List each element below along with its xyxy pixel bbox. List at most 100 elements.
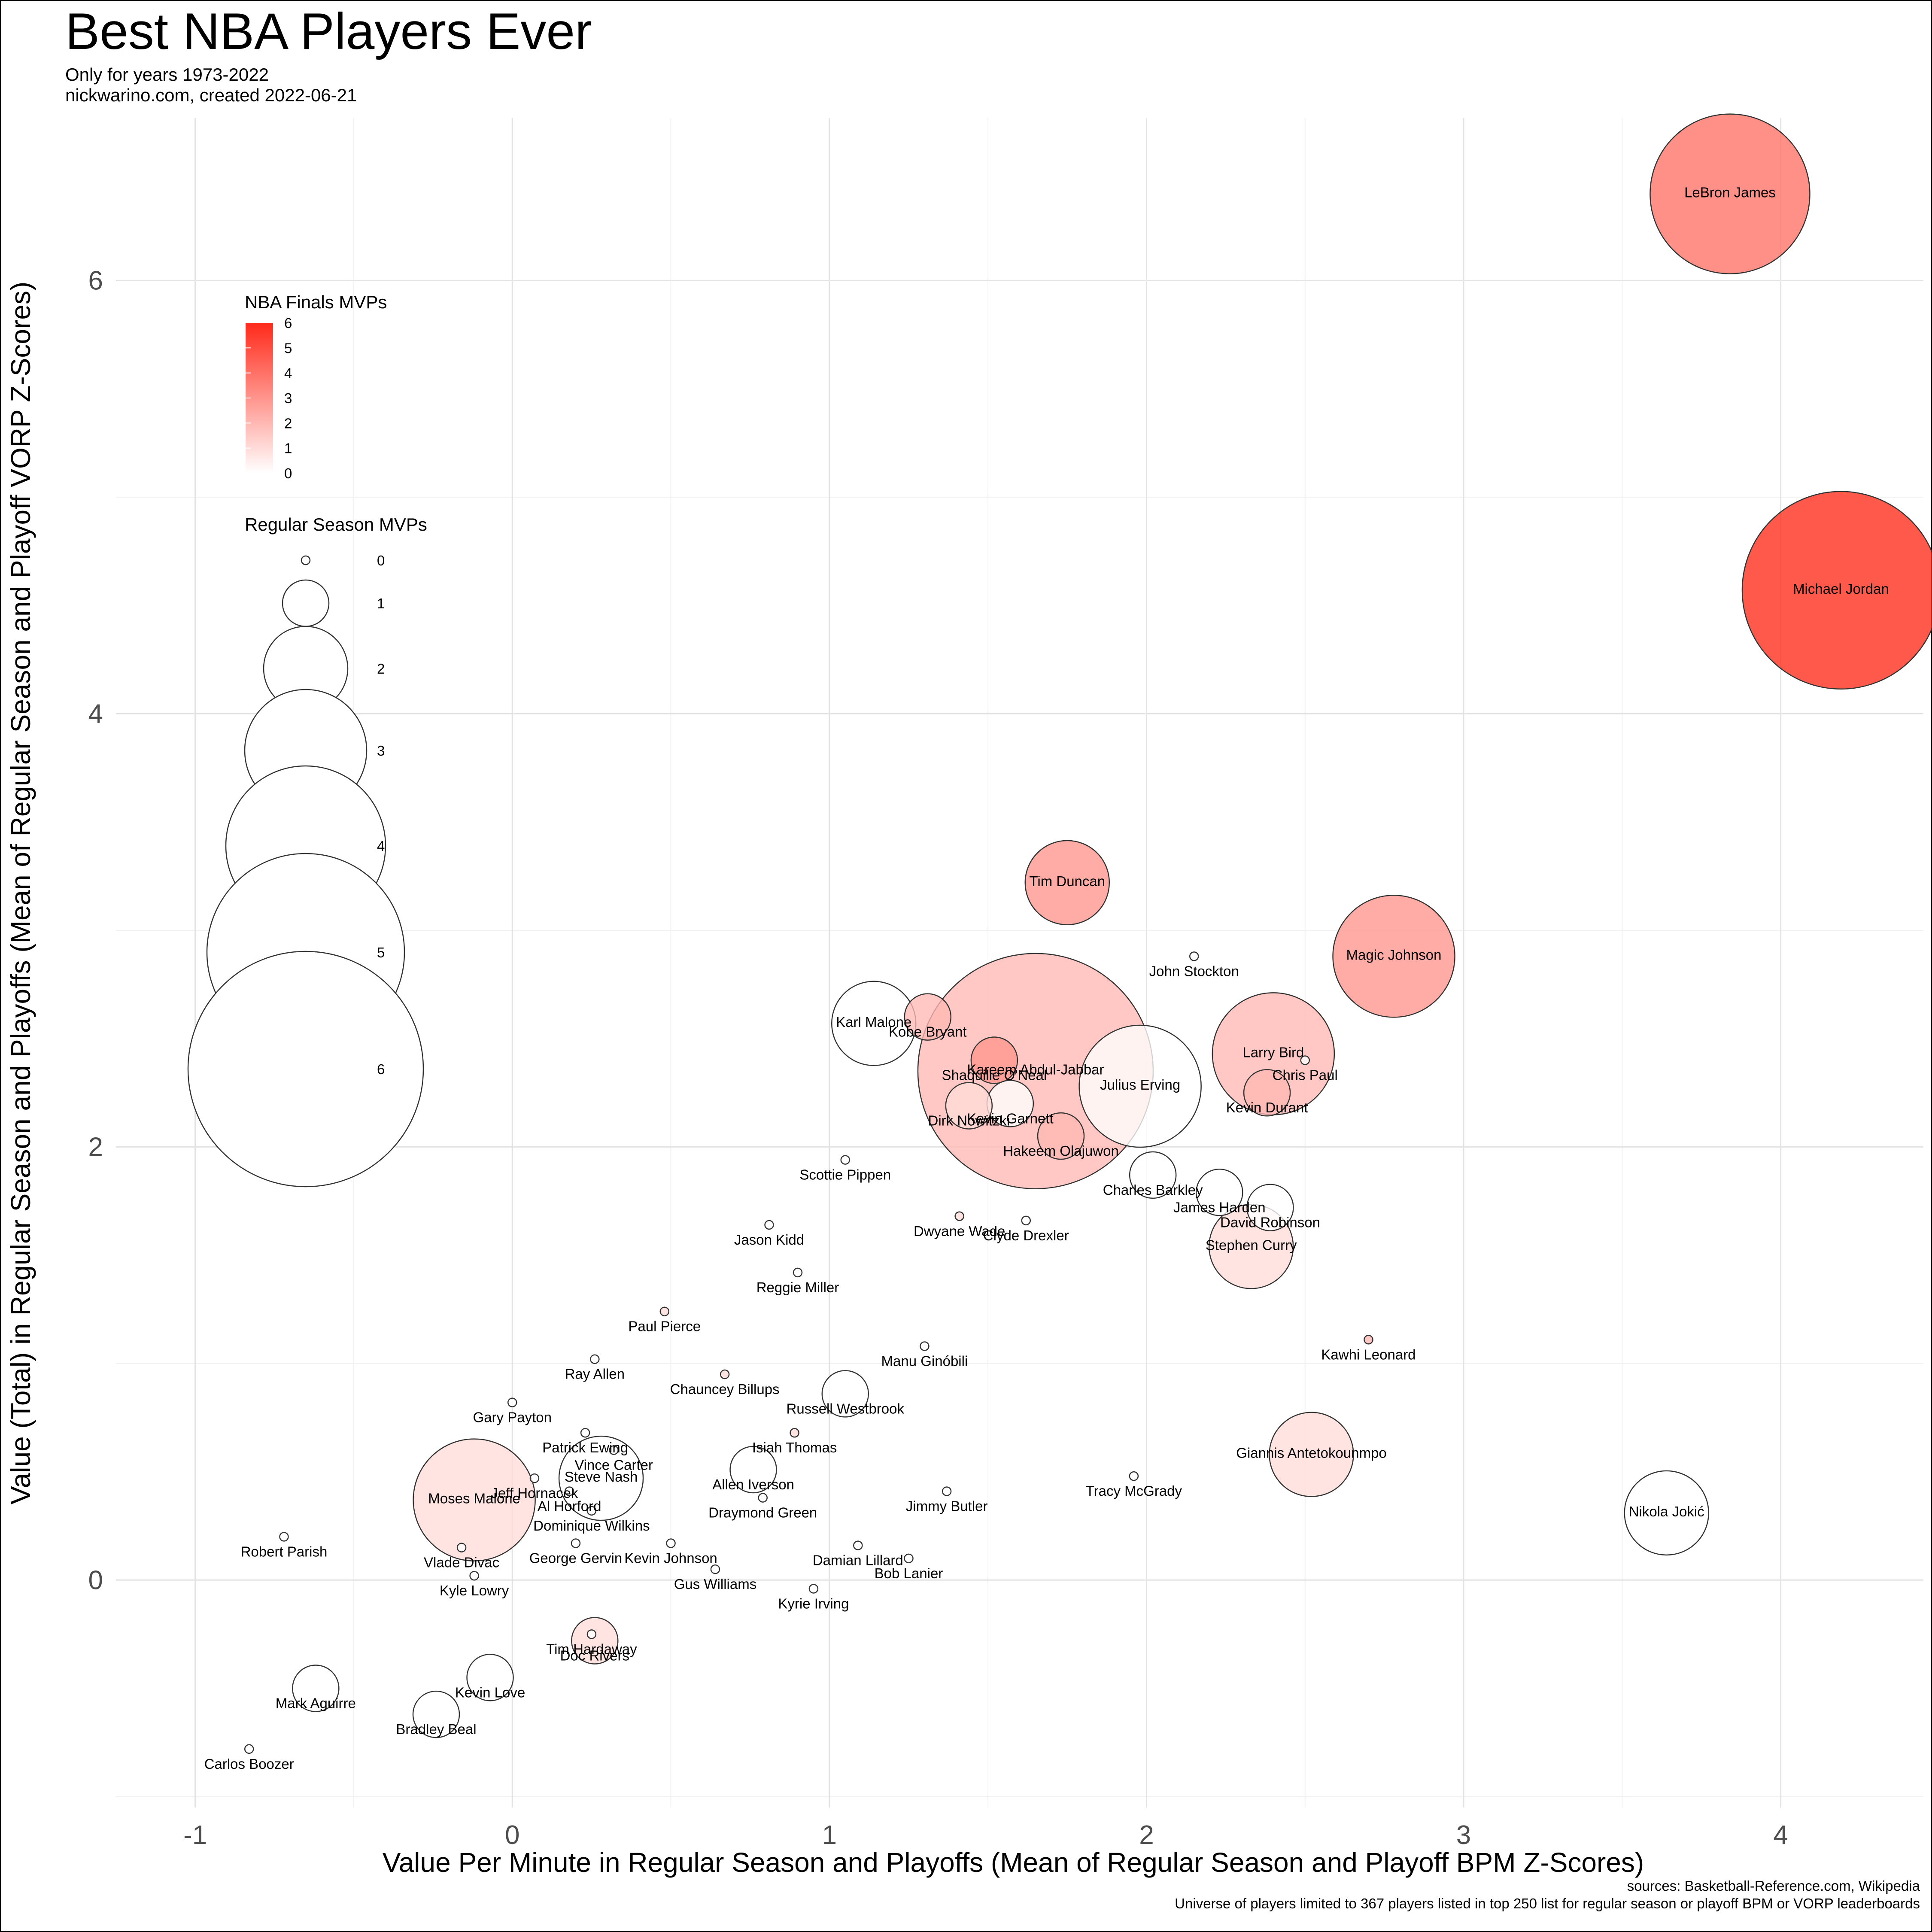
size-legend-circle [282,579,330,627]
point-label: Patrick Ewing [542,1440,628,1455]
point-label: Chris Paul [1273,1067,1338,1083]
data-point [466,1654,514,1701]
size-legend-label: 3 [377,743,385,759]
point-label: Kevin Durant [1226,1100,1308,1115]
point-label: Gary Payton [473,1410,552,1425]
data-point [659,1306,670,1316]
data-point [412,1690,460,1738]
data-point [529,1473,540,1483]
data-point [1332,895,1455,1018]
data-point [1129,1471,1139,1481]
data-point [764,1220,774,1230]
point-label: James Harden [1173,1199,1266,1215]
y-tick-label: 0 [88,1565,103,1595]
point-label: Charles Barkley [1103,1182,1203,1198]
point-label: Karl Malone [836,1014,911,1030]
colorbar-tick-label: 4 [284,365,292,381]
point-label: Chauncey Billups [670,1381,780,1397]
data-point [507,1397,517,1407]
data-point [1078,1024,1202,1148]
point-label: Julius Erving [1100,1077,1180,1093]
point-label: Tracy McGrady [1086,1483,1182,1499]
colorbar-tick-label: 3 [284,390,292,406]
data-point [580,1428,590,1438]
point-label: David Robinson [1220,1215,1320,1230]
data-point [1021,1215,1031,1226]
data-point [840,1155,851,1165]
colorbar-tick-label: 1 [284,440,292,456]
data-point [666,1538,676,1548]
point-label: Reggie Miller [756,1279,839,1295]
data-point [292,1665,340,1712]
chart-credit: nickwarino.com, created 2022-06-21 [65,85,357,105]
data-point [808,1584,819,1594]
point-label: Paul Pierce [628,1318,701,1334]
data-point [571,1617,619,1665]
data-point [1129,1151,1177,1199]
data-point [1269,1412,1354,1497]
data-point [279,1532,289,1542]
point-label: Damian Lillard [813,1552,903,1568]
point-label: Clyde Drexler [983,1227,1069,1243]
data-point [821,1370,869,1418]
point-label: John Stockton [1149,963,1239,979]
chart-caption-sources: sources: Basketball-Reference.com, Wikip… [1627,1878,1920,1894]
data-point [413,1438,536,1561]
point-label: Bob Lanier [875,1565,943,1581]
point-label: Isiah Thomas [752,1440,837,1455]
y-tick-label: 4 [88,699,103,729]
data-point [790,1428,799,1438]
y-axis-label: Value (Total) in Regular Season and Play… [5,282,36,1504]
point-label: Moses Malone [428,1491,520,1507]
x-tick-label: 1 [822,1820,837,1850]
point-label: Kevin Johnson [624,1550,717,1566]
point-label: Tim Duncan [1029,873,1105,889]
point-label: Ray Allen [565,1366,625,1382]
data-point [1364,1335,1373,1345]
point-label: Jimmy Butler [906,1498,988,1514]
y-tick-label: 6 [88,266,103,295]
point-label: LeBron James [1684,185,1776,200]
y-tick-label: 2 [88,1132,103,1162]
colorbar-tick-label: 2 [284,415,292,431]
data-point [1196,1169,1243,1216]
x-axis-label: Value Per Minute in Regular Season and P… [383,1847,1644,1878]
data-point [945,1082,993,1130]
data-point [586,1506,597,1516]
data-point [970,1036,1018,1084]
size-legend-label: 2 [377,661,385,677]
data-point [853,1540,863,1550]
data-point [558,1435,644,1521]
point-label: Manu Ginóbili [881,1353,968,1369]
point-label: George Gervin [529,1550,622,1566]
point-label: Kyle Lowry [440,1583,509,1598]
chart-caption-universe: Universe of players limited to 367 playe… [1175,1896,1920,1911]
data-point [920,1341,930,1351]
point-label: Kawhi Leonard [1321,1346,1416,1362]
data-point [1246,1184,1294,1231]
point-label: Bradley Beal [396,1721,476,1737]
point-label: Al Horford [538,1498,601,1514]
point-label: Stephen Curry [1206,1237,1297,1253]
size-legend-label: 0 [377,553,385,568]
data-point [904,1553,914,1564]
data-point [564,1486,574,1496]
point-label: Dominique Wilkins [533,1518,650,1534]
point-label: Larry Bird [1242,1044,1304,1060]
point-label: Kobe Bryant [889,1024,967,1040]
data-point [1189,951,1199,961]
legends: 0 1 2 3 4 5 6 0 1 2 3 4 5 6 [187,315,424,1188]
size-legend-label: 6 [377,1061,385,1077]
data-point [590,1354,600,1364]
chart-title: Best NBA Players Ever [65,3,592,60]
point-label: Jeff Hornacek [491,1485,578,1501]
point-label: Dwyane Wade [914,1223,1005,1239]
x-tick-label: 2 [1139,1820,1154,1850]
data-point [571,1538,581,1548]
x-tick-label: 4 [1773,1820,1788,1850]
colorbar-tick-label: 5 [284,340,292,356]
point-label: Scottie Pippen [799,1167,891,1183]
x-tick-label: -1 [183,1820,207,1850]
